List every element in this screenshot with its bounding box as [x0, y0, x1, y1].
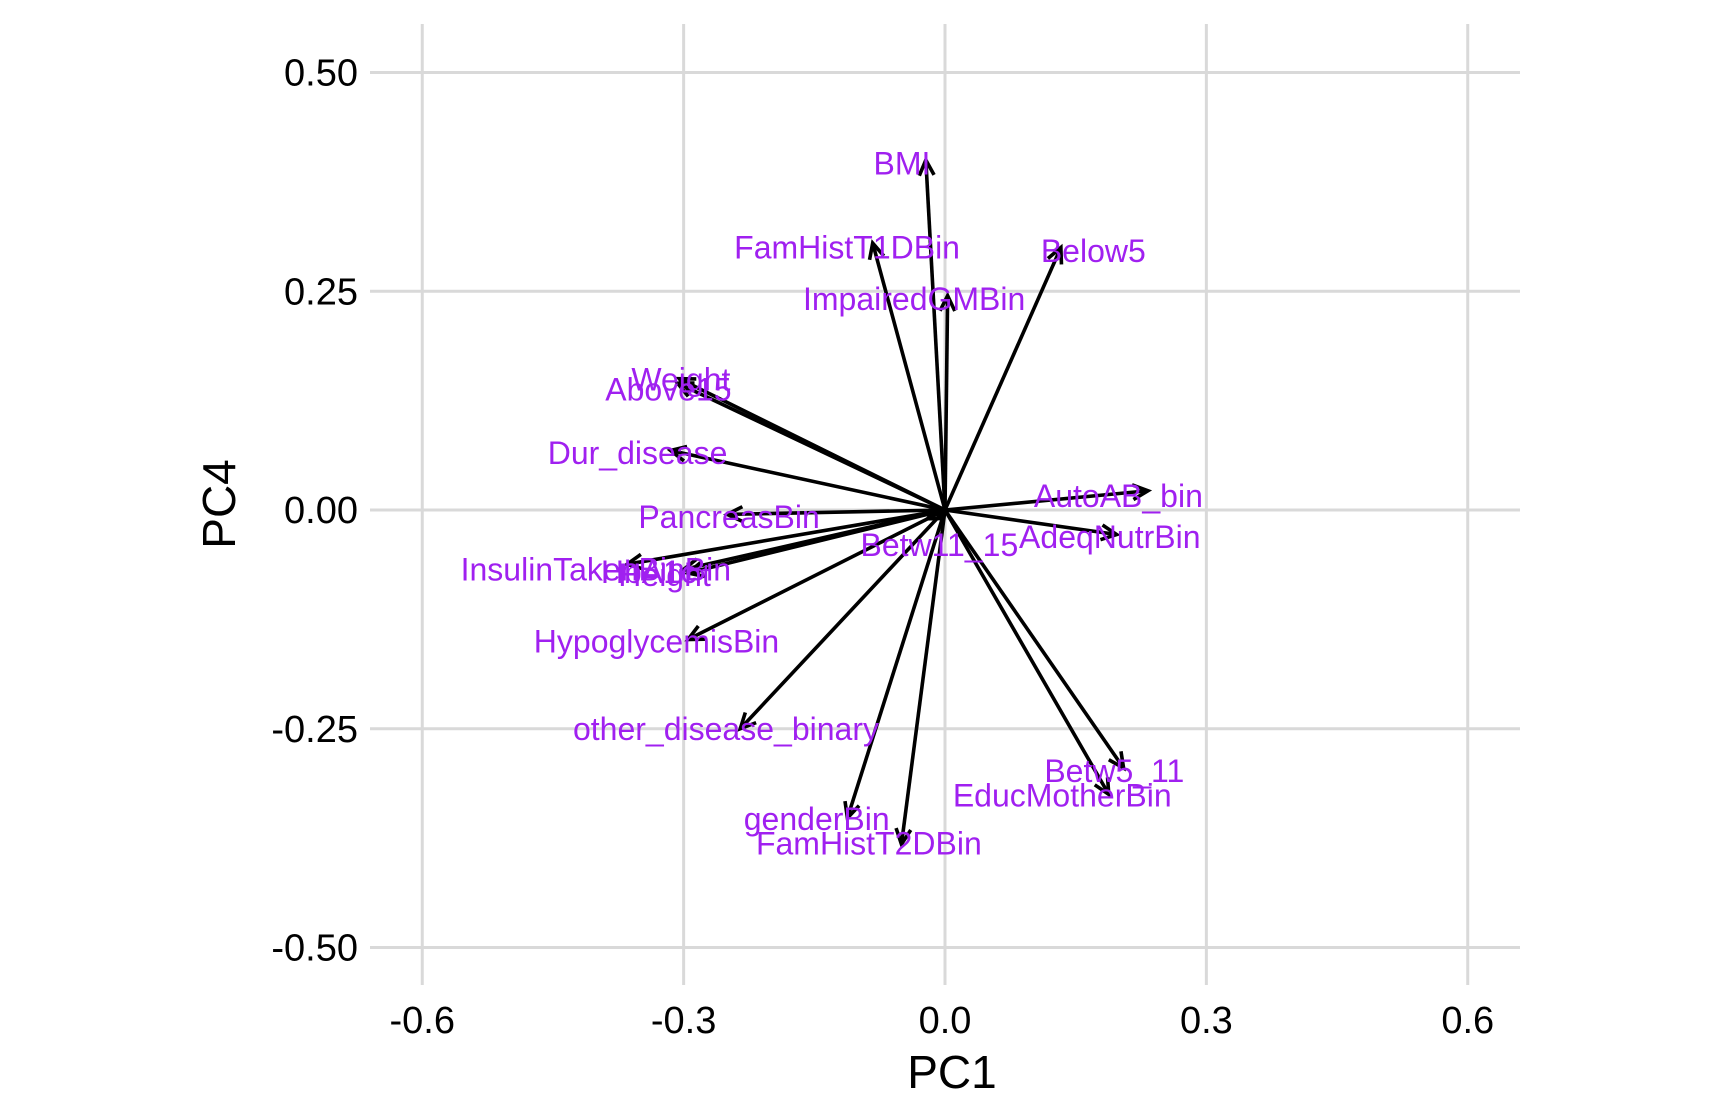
- loading-arrow: [867, 239, 947, 511]
- x-tick-label: 0.3: [1180, 1000, 1233, 1042]
- arrow-shaft: [924, 159, 947, 511]
- variable-label: Below5: [1041, 233, 1146, 269]
- arrow-shaft: [727, 508, 946, 517]
- arrow-head: [938, 291, 957, 312]
- variable-label: FamHistT1DBin: [734, 230, 960, 266]
- loading-arrow: [683, 508, 946, 579]
- arrow-shaft: [944, 488, 1149, 512]
- x-tick-label: -0.6: [390, 1000, 455, 1042]
- y-tick-label: 0.50: [284, 53, 358, 95]
- arrow-head: [1131, 483, 1153, 502]
- grid-lines: [370, 24, 1520, 985]
- arrow-shaft: [676, 381, 946, 512]
- arrow-head: [737, 711, 757, 732]
- loading-arrows: [622, 155, 1153, 849]
- variable-label: AutoAB_bin: [1034, 478, 1203, 514]
- arrow-shaft: [670, 448, 946, 512]
- y-tick-label: 0.25: [284, 271, 358, 313]
- arrow-head: [666, 444, 688, 463]
- y-tick-label: 0.00: [284, 490, 358, 532]
- arrow-shaft: [899, 509, 947, 845]
- y-axis-title: PC4: [193, 459, 245, 548]
- variable-label: HbA1c: [601, 554, 697, 590]
- loading-arrow: [737, 508, 947, 732]
- arrow-shaft: [943, 508, 1126, 770]
- arrow-shaft: [943, 246, 1063, 511]
- y-tick-label: -0.50: [271, 928, 358, 970]
- arrow-head: [622, 552, 644, 571]
- arrow-shaft: [845, 509, 947, 819]
- variable-label: AdeqNutrBin: [1019, 519, 1200, 555]
- arrow-shaft: [687, 508, 946, 642]
- variable-label: Betw5_11: [1044, 753, 1184, 789]
- variable-labels: BMI FamHistT1DBin Below5 ImpairedGMBin Weigh…: [461, 146, 1203, 862]
- loading-arrow: [666, 444, 946, 512]
- variable-label: Dur_disease: [548, 435, 728, 471]
- variable-label: ImpairedGMBin: [803, 281, 1025, 317]
- variable-label: HypoglycemisBin: [534, 623, 779, 659]
- loading-arrow: [673, 381, 946, 512]
- loading-arrow: [894, 509, 947, 849]
- arrow-head: [684, 624, 706, 642]
- loading-arrow: [843, 509, 947, 822]
- arrow-shaft: [944, 508, 1117, 537]
- arrow-head: [1093, 777, 1111, 798]
- variable-label: Betw11_15: [860, 527, 1018, 563]
- y-tick-label: -0.25: [271, 709, 358, 751]
- arrow-shaft: [687, 508, 946, 575]
- arrow-head: [1099, 523, 1121, 542]
- arrow-shaft: [943, 509, 1111, 796]
- variable-label: FamHistT2DBin: [756, 825, 982, 861]
- arrow-head: [1046, 243, 1064, 265]
- loading-arrow: [943, 508, 1126, 772]
- loading-arrow: [622, 508, 946, 571]
- arrow-shaft: [943, 295, 950, 511]
- arrow-shaft: [738, 508, 947, 730]
- x-tick-label: -0.3: [651, 1000, 716, 1042]
- x-tick-label: 0.6: [1441, 1000, 1494, 1042]
- arrow-head: [867, 239, 886, 261]
- tick-labels: -0.6 -0.3 0.0 0.3 0.6 -0.50 -0.25 0.00 0.25 0.50: [271, 53, 1494, 1043]
- loading-arrow: [938, 291, 957, 511]
- variable-label: BMI: [874, 146, 931, 182]
- variable-label: other_disease_binary: [573, 711, 879, 747]
- variable-label: EducMotherBin: [953, 777, 1172, 813]
- arrow-head: [894, 827, 913, 849]
- variable-label: InsulinTakenBinBin: [461, 552, 731, 588]
- loading-arrow: [944, 483, 1153, 512]
- loading-arrow: [684, 508, 946, 642]
- variable-label: genderBin: [744, 801, 890, 837]
- loading-arrow: [917, 155, 947, 511]
- arrow-head: [673, 381, 695, 398]
- loading-arrow: [943, 509, 1111, 798]
- arrow-shaft: [626, 508, 946, 567]
- x-tick-label: 0.0: [919, 1000, 972, 1042]
- arrow-head: [683, 560, 705, 579]
- loading-arrow: [944, 508, 1121, 542]
- x-axis-title: PC1: [907, 1046, 996, 1098]
- variable-label: Weight: [631, 362, 730, 398]
- arrow-head: [723, 505, 744, 524]
- arrow-shaft: [870, 242, 947, 511]
- loading-arrow: [723, 505, 946, 524]
- arrow-head: [843, 800, 861, 822]
- variable-label: Above15: [605, 371, 731, 407]
- variable-label: Height: [618, 557, 711, 593]
- loading-arrow: [943, 243, 1064, 511]
- arrow-head: [917, 155, 936, 177]
- variable-label: PancreasBin: [638, 499, 819, 535]
- arrow-head: [1107, 751, 1126, 772]
